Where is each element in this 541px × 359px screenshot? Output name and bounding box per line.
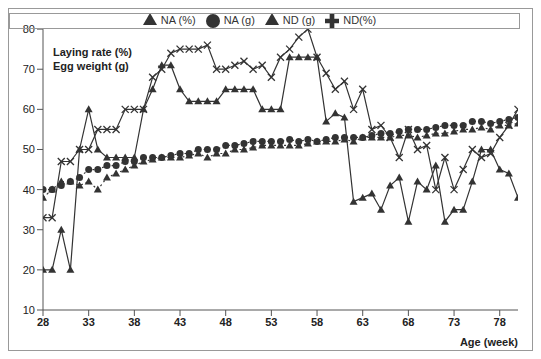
svg-text:43: 43 xyxy=(174,316,186,328)
html-text:Laying rate (%): Laying rate (%) xyxy=(53,46,132,58)
svg-text:68: 68 xyxy=(402,316,414,328)
svg-text:50: 50 xyxy=(23,143,35,155)
svg-text:33: 33 xyxy=(83,316,95,328)
svg-text:Age (week): Age (week) xyxy=(460,336,518,348)
svg-text:58: 58 xyxy=(311,316,323,328)
svg-text:10: 10 xyxy=(23,304,35,316)
html-text:NA (g): NA (g) xyxy=(223,14,255,26)
svg-text:70: 70 xyxy=(23,63,35,75)
svg-text:60: 60 xyxy=(23,103,35,115)
svg-text:53: 53 xyxy=(265,316,277,328)
svg-text:78: 78 xyxy=(494,316,506,328)
html-text:NA (%): NA (%) xyxy=(160,14,196,26)
svg-text:73: 73 xyxy=(448,316,460,328)
svg-text:28: 28 xyxy=(37,316,49,328)
svg-text:40: 40 xyxy=(23,184,35,196)
html-text:Egg weight (g): Egg weight (g) xyxy=(53,60,129,72)
svg-text:30: 30 xyxy=(23,224,35,236)
svg-text:48: 48 xyxy=(220,316,232,328)
svg-text:20: 20 xyxy=(23,264,35,276)
svg-text:80: 80 xyxy=(23,23,35,35)
svg-text:63: 63 xyxy=(357,316,369,328)
svg-text:38: 38 xyxy=(128,316,140,328)
html-text:ND(%): ND(%) xyxy=(343,14,377,26)
html-text:ND (g): ND (g) xyxy=(282,14,316,26)
